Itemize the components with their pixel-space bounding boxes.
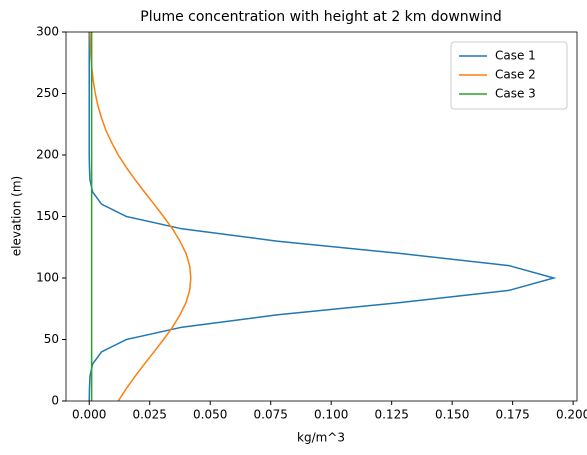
chart-title: Plume concentration with height at 2 km … bbox=[140, 9, 502, 25]
x-tick-label: 0.200 bbox=[556, 408, 587, 422]
y-tick-label: 50 bbox=[44, 332, 59, 346]
x-tick-label: 0.100 bbox=[314, 408, 348, 422]
plot-frame bbox=[65, 31, 578, 402]
x-tick-label: 0.075 bbox=[254, 408, 288, 422]
legend-box bbox=[450, 41, 568, 110]
y-axis-label: elevation (m) bbox=[10, 176, 24, 256]
legend-label: Case 3 bbox=[495, 87, 536, 101]
x-tick-label: 0.125 bbox=[374, 408, 408, 422]
x-tick-label: 0.175 bbox=[495, 408, 529, 422]
line-series bbox=[89, 32, 192, 401]
y-tick-label: 100 bbox=[36, 271, 59, 285]
x-tick-label: 0.025 bbox=[133, 408, 167, 422]
x-axis-label: kg/m^3 bbox=[297, 431, 345, 445]
legend-label: Case 1 bbox=[495, 49, 536, 63]
line-series bbox=[88, 32, 557, 401]
y-tick-label: 200 bbox=[36, 148, 59, 162]
y-tick-label: 250 bbox=[36, 86, 59, 100]
y-tick-label: 300 bbox=[36, 25, 59, 39]
x-tick-label: 0.150 bbox=[435, 408, 469, 422]
x-tick-label: 0.050 bbox=[193, 408, 227, 422]
x-tick-label: 0.000 bbox=[72, 408, 106, 422]
y-tick-label: 150 bbox=[36, 209, 59, 223]
y-tick-label: 0 bbox=[51, 394, 59, 408]
legend-label: Case 2 bbox=[495, 68, 536, 82]
